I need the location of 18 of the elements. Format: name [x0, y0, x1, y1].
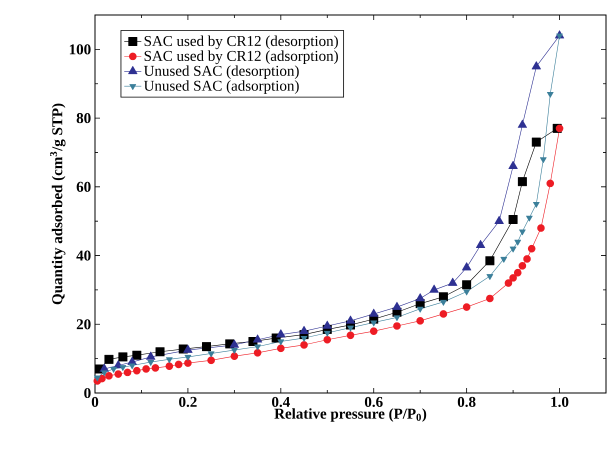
- x-tick-label: 1.0: [551, 396, 568, 408]
- x-tick-label: 0.8: [458, 396, 476, 408]
- x-tick-label: 0.2: [179, 396, 197, 408]
- y-tick-label: 60: [76, 182, 91, 192]
- x-tick-label: 0.4: [272, 396, 290, 408]
- legend-label: SAC used by CR12 (desorption): [144, 36, 338, 50]
- x-tick-label: 0.6: [364, 396, 383, 408]
- legend-label: Unused SAC (desorption): [144, 65, 299, 79]
- y-tick-label: 100: [70, 44, 91, 54]
- y-tick-label: 40: [76, 250, 91, 261]
- legend-label: Unused SAC (adsorption): [144, 80, 299, 94]
- text: Relative pressure (P/P$_{0}$): [274, 408, 426, 422]
- y-tick-label: 0: [84, 388, 91, 398]
- x-tick-label: 0: [92, 396, 98, 407]
- legend-label: SAC used by CR12 (adsorption): [144, 50, 338, 64]
- y-tick-label: 80: [76, 113, 91, 124]
- text: Quantity adsorbed (cm$^{3}$/g STP): [50, 104, 66, 304]
- y-tick-label: 20: [76, 319, 91, 330]
